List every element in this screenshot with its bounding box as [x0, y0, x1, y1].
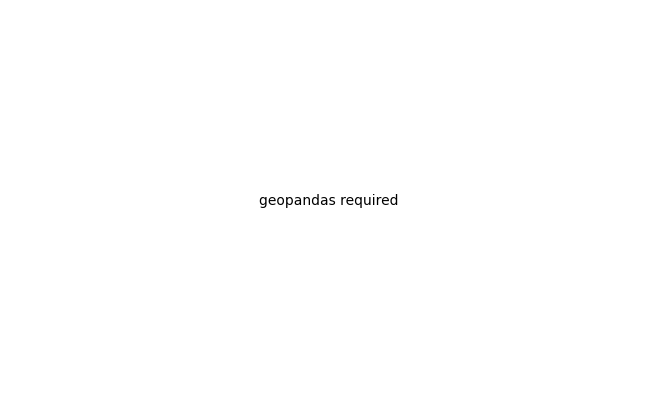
Text: geopandas required: geopandas required — [259, 194, 398, 207]
